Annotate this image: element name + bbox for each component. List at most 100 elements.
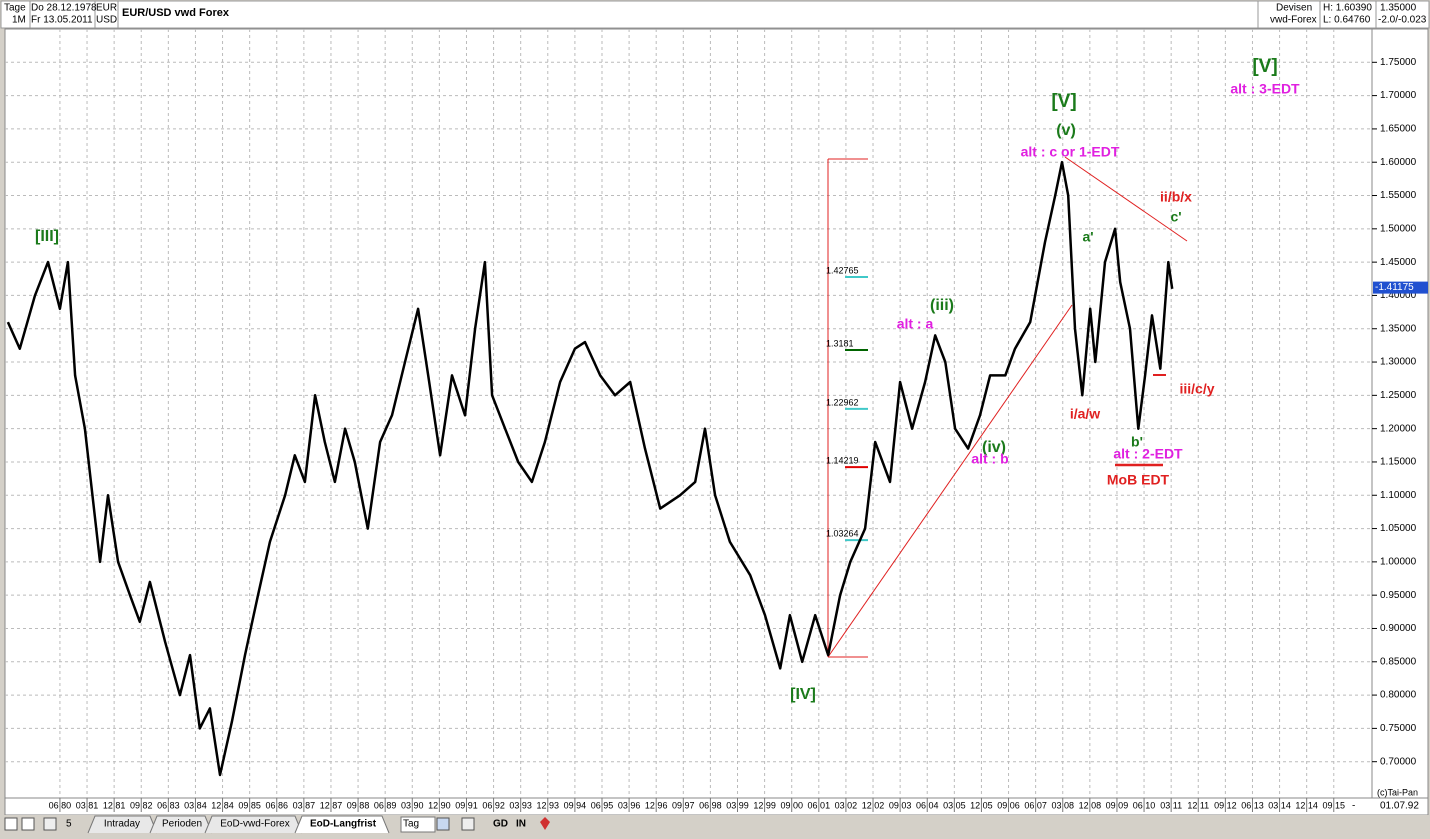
icon[interactable] (436, 817, 450, 831)
x-tick-label: 06 04 (916, 800, 939, 810)
trendline (1064, 156, 1188, 242)
wave-label: iii/c/y (1179, 381, 1214, 397)
fib-label: 1.3181 (826, 338, 854, 348)
x-tick-label: 03 14 (1268, 800, 1291, 810)
y-tick-label: 1.05000 (1380, 523, 1417, 534)
low: L: 0.64760 (1323, 15, 1371, 26)
header-bg (0, 0, 1430, 29)
wave-label: [III] (35, 228, 59, 245)
x-tick-label: 09 03 (889, 800, 912, 810)
x-tick-label: 09 12 (1214, 800, 1237, 810)
high: H: 1.60390 (1323, 3, 1372, 14)
x-tick-label: 12 87 (320, 800, 343, 810)
y-tick-label: 1.45000 (1380, 257, 1417, 268)
x-tick-label: 12 08 (1079, 800, 1102, 810)
quote: USD (96, 15, 117, 26)
x-tick-label: 09 82 (130, 800, 153, 810)
x-tick-label: 03 84 (184, 800, 207, 810)
wave-label: a' (1082, 229, 1093, 245)
x-tick-label: 06 01 (808, 800, 831, 810)
wave-label: MoB EDT (1107, 472, 1170, 488)
wave-label: alt : b (971, 451, 1008, 467)
y-tick-label: 1.15000 (1380, 457, 1417, 468)
source: vwd-Forex (1270, 15, 1317, 26)
wave-label: alt : 3-EDT (1230, 81, 1300, 97)
button[interactable]: IN (516, 819, 526, 830)
last-price-label: -1.41175 (1375, 282, 1414, 293)
y-tick-label: 1.35000 (1380, 323, 1417, 334)
x-tick-label: 06 13 (1241, 800, 1264, 810)
x-tick-label: 09 88 (347, 800, 370, 810)
y-tick-label: 1.20000 (1380, 423, 1417, 434)
x-tick-label: 03 99 (726, 800, 749, 810)
x-tick-label: 03 90 (401, 800, 424, 810)
x-tick-label: 06 86 (265, 800, 288, 810)
tab-label[interactable]: EoD-Langfrist (310, 819, 377, 830)
price-line (6, 160, 1174, 777)
wave-label: (v) (1056, 122, 1076, 139)
x-tick-label: 12 99 (753, 800, 776, 810)
y-tick-label: 0.80000 (1380, 690, 1417, 701)
wave-label: alt : 2-EDT (1113, 446, 1183, 462)
y-tick-label: 1.10000 (1380, 490, 1417, 501)
wave-label: c' (1170, 209, 1181, 225)
x-tick-label: 03 08 (1051, 800, 1074, 810)
grid: 0.70000 0.75000 0.80000 0.85000 0.90000 0.950… (5, 29, 1417, 812)
x-tick-label: 12 81 (103, 800, 126, 810)
icon[interactable] (461, 817, 475, 831)
annotations: [III] [IV] (iii) alt : a (iv) alt : b [V… (35, 56, 1300, 703)
x-tick-label: 12 02 (862, 800, 885, 810)
tab-active[interactable] (294, 815, 390, 834)
period-value[interactable]: Tag (403, 819, 419, 830)
y-tick-label: 0.95000 (1380, 590, 1417, 601)
x-tick-label: 09 85 (238, 800, 261, 810)
icon[interactable] (21, 817, 35, 831)
wave-label: alt : c or 1-EDT (1021, 144, 1120, 160)
tab-label[interactable]: EoD-vwd-Forex (220, 819, 289, 830)
trendline (827, 304, 1073, 658)
wave-label: alt : a (897, 316, 934, 332)
title: EUR/USD vwd Forex (122, 7, 230, 19)
base: EUR (96, 3, 117, 14)
wave-label: i/a/w (1070, 406, 1100, 422)
fib-label: 1.42765 (826, 265, 859, 275)
icon[interactable] (540, 817, 550, 830)
x-tick-label: 09 09 (1106, 800, 1129, 810)
x-tick-label: 12 96 (645, 800, 668, 810)
tab-label[interactable]: Intraday (104, 819, 140, 830)
icon[interactable] (43, 817, 57, 831)
fib-label: 1.03264 (826, 529, 859, 539)
x-tick-label: 03 11 (1160, 800, 1182, 810)
header: Tage 1M Do 28.12.1978 Fr 13.05.2011 EUR … (0, 0, 1430, 29)
x-tick-label: 12 05 (970, 800, 993, 810)
x-tick-label: 12 14 (1295, 800, 1318, 810)
wave-label: (iii) (930, 297, 954, 314)
x-tick-label: 09 91 (455, 800, 478, 810)
y-tick-label: 1.50000 (1380, 223, 1417, 234)
period: Tage (4, 3, 26, 14)
x-tick-label: 12 90 (428, 800, 451, 810)
button[interactable]: GD (493, 819, 508, 830)
x-tick-label: 06 07 (1024, 800, 1047, 810)
x-tick-label: 06 98 (699, 800, 722, 810)
x-tick-label: 12 84 (211, 800, 234, 810)
wave-label: [IV] (790, 686, 816, 703)
tab-label[interactable]: Perioden (162, 819, 202, 830)
icon[interactable] (4, 817, 18, 831)
fib-label: 1.22962 (826, 397, 859, 407)
y-tick-label: 1.55000 (1380, 190, 1417, 201)
x-tick-label: 03 93 (509, 800, 532, 810)
x-tick-label: 12 93 (537, 800, 560, 810)
axis-minus: - (1352, 801, 1355, 812)
x-tick-label: 09 06 (997, 800, 1020, 810)
wave-label: [V] (1252, 56, 1277, 77)
y-tick-label: 1.40000 (1380, 290, 1417, 301)
period-select[interactable] (400, 816, 436, 833)
x-tick-label: 09 94 (564, 800, 587, 810)
x-tick-label: 06 92 (482, 800, 505, 810)
start-date: Do 28.12.1978 (31, 3, 97, 14)
change: -2.0/-0.023 (1378, 15, 1427, 26)
plot-area (4, 28, 1373, 799)
end-date: Fr 13.05.2011 (31, 15, 93, 26)
x-tick-label: 06 83 (157, 800, 180, 810)
